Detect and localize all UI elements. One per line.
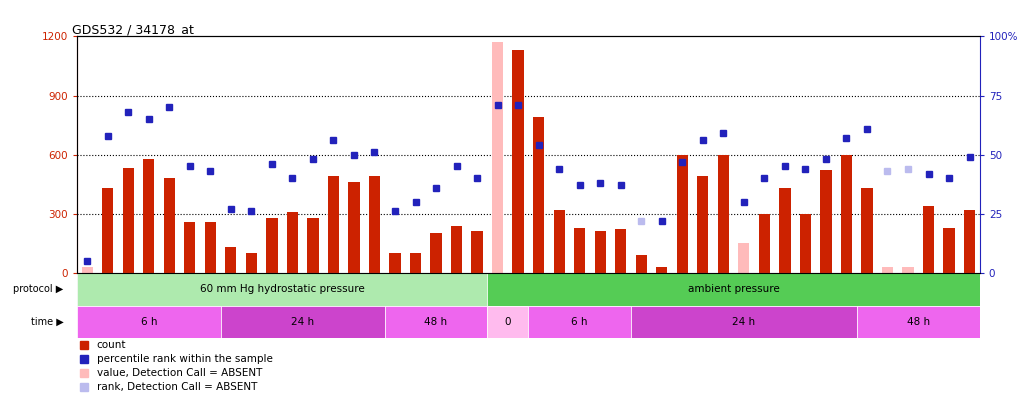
Bar: [123, 168, 133, 273]
Bar: [144, 159, 154, 273]
Bar: [389, 253, 400, 273]
Bar: [513, 50, 524, 273]
Bar: [328, 176, 339, 273]
Bar: [964, 210, 975, 273]
Bar: [821, 171, 831, 273]
Bar: [534, 117, 545, 273]
Bar: [698, 176, 708, 273]
Text: rank, Detection Call = ABSENT: rank, Detection Call = ABSENT: [96, 382, 258, 392]
Bar: [800, 214, 811, 273]
Bar: [718, 155, 728, 273]
Text: 60 mm Hg hydrostatic pressure: 60 mm Hg hydrostatic pressure: [200, 284, 364, 294]
Text: ambient pressure: ambient pressure: [687, 284, 780, 294]
Bar: [369, 176, 380, 273]
Bar: [82, 267, 92, 273]
Bar: [554, 210, 565, 273]
Bar: [923, 206, 934, 273]
Bar: [409, 253, 421, 273]
Bar: [77, 273, 487, 305]
Bar: [944, 228, 954, 273]
Bar: [451, 226, 462, 273]
Bar: [286, 212, 298, 273]
Bar: [631, 305, 857, 338]
Bar: [221, 305, 385, 338]
Bar: [487, 273, 980, 305]
Bar: [616, 230, 627, 273]
Bar: [471, 232, 482, 273]
Bar: [575, 228, 585, 273]
Bar: [492, 43, 503, 273]
Text: 6 h: 6 h: [571, 317, 588, 327]
Text: value, Detection Call = ABSENT: value, Detection Call = ABSENT: [96, 368, 263, 378]
Bar: [102, 188, 113, 273]
Bar: [185, 222, 195, 273]
Text: count: count: [96, 340, 126, 350]
Bar: [348, 182, 359, 273]
Bar: [636, 255, 647, 273]
Bar: [163, 178, 174, 273]
Bar: [225, 247, 236, 273]
Text: percentile rank within the sample: percentile rank within the sample: [96, 354, 273, 364]
Bar: [882, 267, 893, 273]
Text: 48 h: 48 h: [425, 317, 447, 327]
Text: protocol ▶: protocol ▶: [13, 284, 64, 294]
Bar: [266, 217, 277, 273]
Text: time ▶: time ▶: [31, 317, 64, 327]
Bar: [246, 253, 256, 273]
Text: 24 h: 24 h: [291, 317, 314, 327]
Bar: [487, 305, 528, 338]
Bar: [780, 188, 790, 273]
Bar: [308, 217, 318, 273]
Bar: [205, 222, 215, 273]
Bar: [857, 305, 980, 338]
Text: 6 h: 6 h: [141, 317, 157, 327]
Bar: [739, 243, 749, 273]
Text: 48 h: 48 h: [907, 317, 930, 327]
Bar: [861, 188, 872, 273]
Bar: [385, 305, 487, 338]
Bar: [903, 267, 913, 273]
Bar: [759, 214, 770, 273]
Bar: [595, 232, 605, 273]
Bar: [841, 155, 852, 273]
Bar: [77, 305, 221, 338]
Text: 0: 0: [505, 317, 511, 327]
Bar: [431, 233, 441, 273]
Bar: [677, 155, 688, 273]
Bar: [528, 305, 631, 338]
Text: 24 h: 24 h: [733, 317, 755, 327]
Text: GDS532 / 34178_at: GDS532 / 34178_at: [73, 23, 194, 36]
Bar: [657, 267, 668, 273]
